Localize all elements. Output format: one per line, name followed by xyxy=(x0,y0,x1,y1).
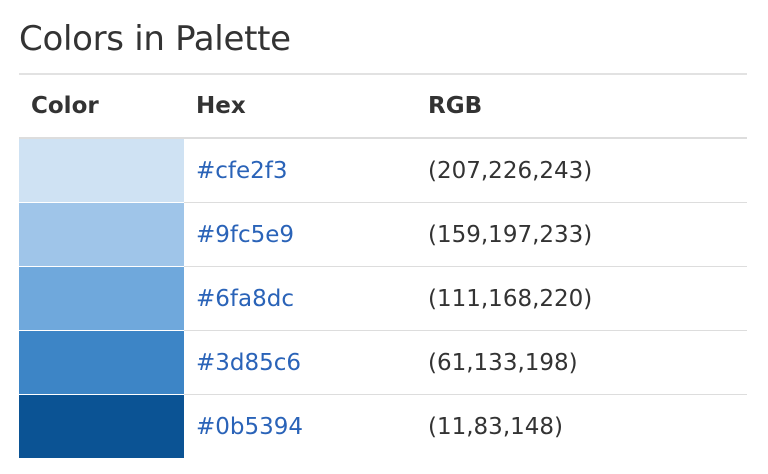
color-swatch xyxy=(19,138,184,203)
column-header-color: Color xyxy=(19,75,184,139)
header-row: Color Hex RGB xyxy=(19,75,747,139)
rgb-value: (61,133,198) xyxy=(428,349,578,376)
hex-link[interactable]: #9fc5e9 xyxy=(196,221,295,248)
rgb-cell: (61,133,198) xyxy=(416,330,747,395)
page-title: Colors in Palette xyxy=(19,19,291,59)
title-divider xyxy=(19,73,747,75)
hex-cell: #0b5394 xyxy=(184,394,416,458)
table-row: #3d85c6 (61,133,198) xyxy=(19,330,747,395)
hex-link[interactable]: #0b5394 xyxy=(196,413,304,440)
table-row: #6fa8dc (111,168,220) xyxy=(19,266,747,331)
hex-cell: #cfe2f3 xyxy=(184,138,416,203)
rgb-value: (111,168,220) xyxy=(428,285,593,312)
hex-link[interactable]: #6fa8dc xyxy=(196,285,294,312)
color-swatch xyxy=(19,266,184,331)
rgb-value: (207,226,243) xyxy=(428,157,593,184)
hex-link[interactable]: #cfe2f3 xyxy=(196,157,288,184)
hex-cell: #3d85c6 xyxy=(184,330,416,395)
palette-table: Color Hex RGB #cfe2f3 (207,226,243) #9fc… xyxy=(19,75,747,458)
rgb-value: (11,83,148) xyxy=(428,413,564,440)
column-header-hex: Hex xyxy=(184,75,416,139)
rgb-cell: (11,83,148) xyxy=(416,394,747,458)
rgb-cell: (159,197,233) xyxy=(416,202,747,267)
rgb-cell: (111,168,220) xyxy=(416,266,747,331)
hex-link[interactable]: #3d85c6 xyxy=(196,349,302,376)
color-swatch xyxy=(19,330,184,395)
rgb-value: (159,197,233) xyxy=(428,221,593,248)
table-body: #cfe2f3 (207,226,243) #9fc5e9 (159,197,2… xyxy=(19,138,747,458)
table-row: #9fc5e9 (159,197,233) xyxy=(19,202,747,267)
table-header: Color Hex RGB xyxy=(19,75,747,139)
color-swatch xyxy=(19,394,184,458)
rgb-cell: (207,226,243) xyxy=(416,138,747,203)
column-header-rgb: RGB xyxy=(416,75,747,139)
table-row: #0b5394 (11,83,148) xyxy=(19,394,747,458)
color-swatch xyxy=(19,202,184,267)
table-row: #cfe2f3 (207,226,243) xyxy=(19,138,747,203)
hex-cell: #9fc5e9 xyxy=(184,202,416,267)
hex-cell: #6fa8dc xyxy=(184,266,416,331)
